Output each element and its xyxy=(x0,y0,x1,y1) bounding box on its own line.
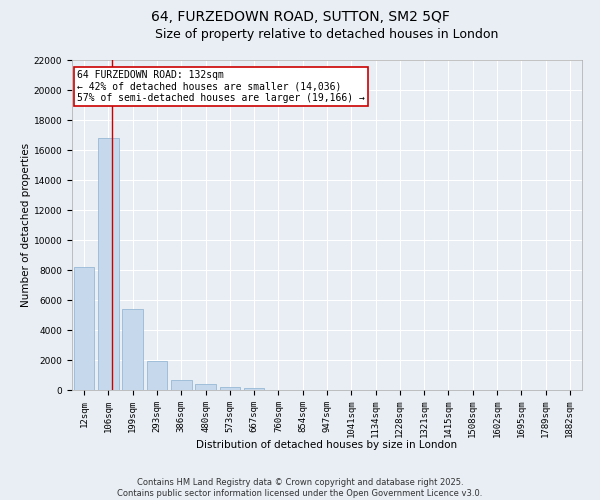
Bar xyxy=(122,309,143,390)
Title: Size of property relative to detached houses in London: Size of property relative to detached ho… xyxy=(155,28,499,41)
Bar xyxy=(220,387,240,390)
Text: 64 FURZEDOWN ROAD: 132sqm
← 42% of detached houses are smaller (14,036)
57% of s: 64 FURZEDOWN ROAD: 132sqm ← 42% of detac… xyxy=(77,70,365,103)
Bar xyxy=(146,361,167,390)
Text: Contains HM Land Registry data © Crown copyright and database right 2025.
Contai: Contains HM Land Registry data © Crown c… xyxy=(118,478,482,498)
Bar xyxy=(195,384,216,390)
X-axis label: Distribution of detached houses by size in London: Distribution of detached houses by size … xyxy=(196,440,458,450)
Text: 64, FURZEDOWN ROAD, SUTTON, SM2 5QF: 64, FURZEDOWN ROAD, SUTTON, SM2 5QF xyxy=(151,10,449,24)
Bar xyxy=(98,138,119,390)
Y-axis label: Number of detached properties: Number of detached properties xyxy=(21,143,31,307)
Bar xyxy=(244,388,265,390)
Bar xyxy=(74,267,94,390)
Bar xyxy=(171,380,191,390)
